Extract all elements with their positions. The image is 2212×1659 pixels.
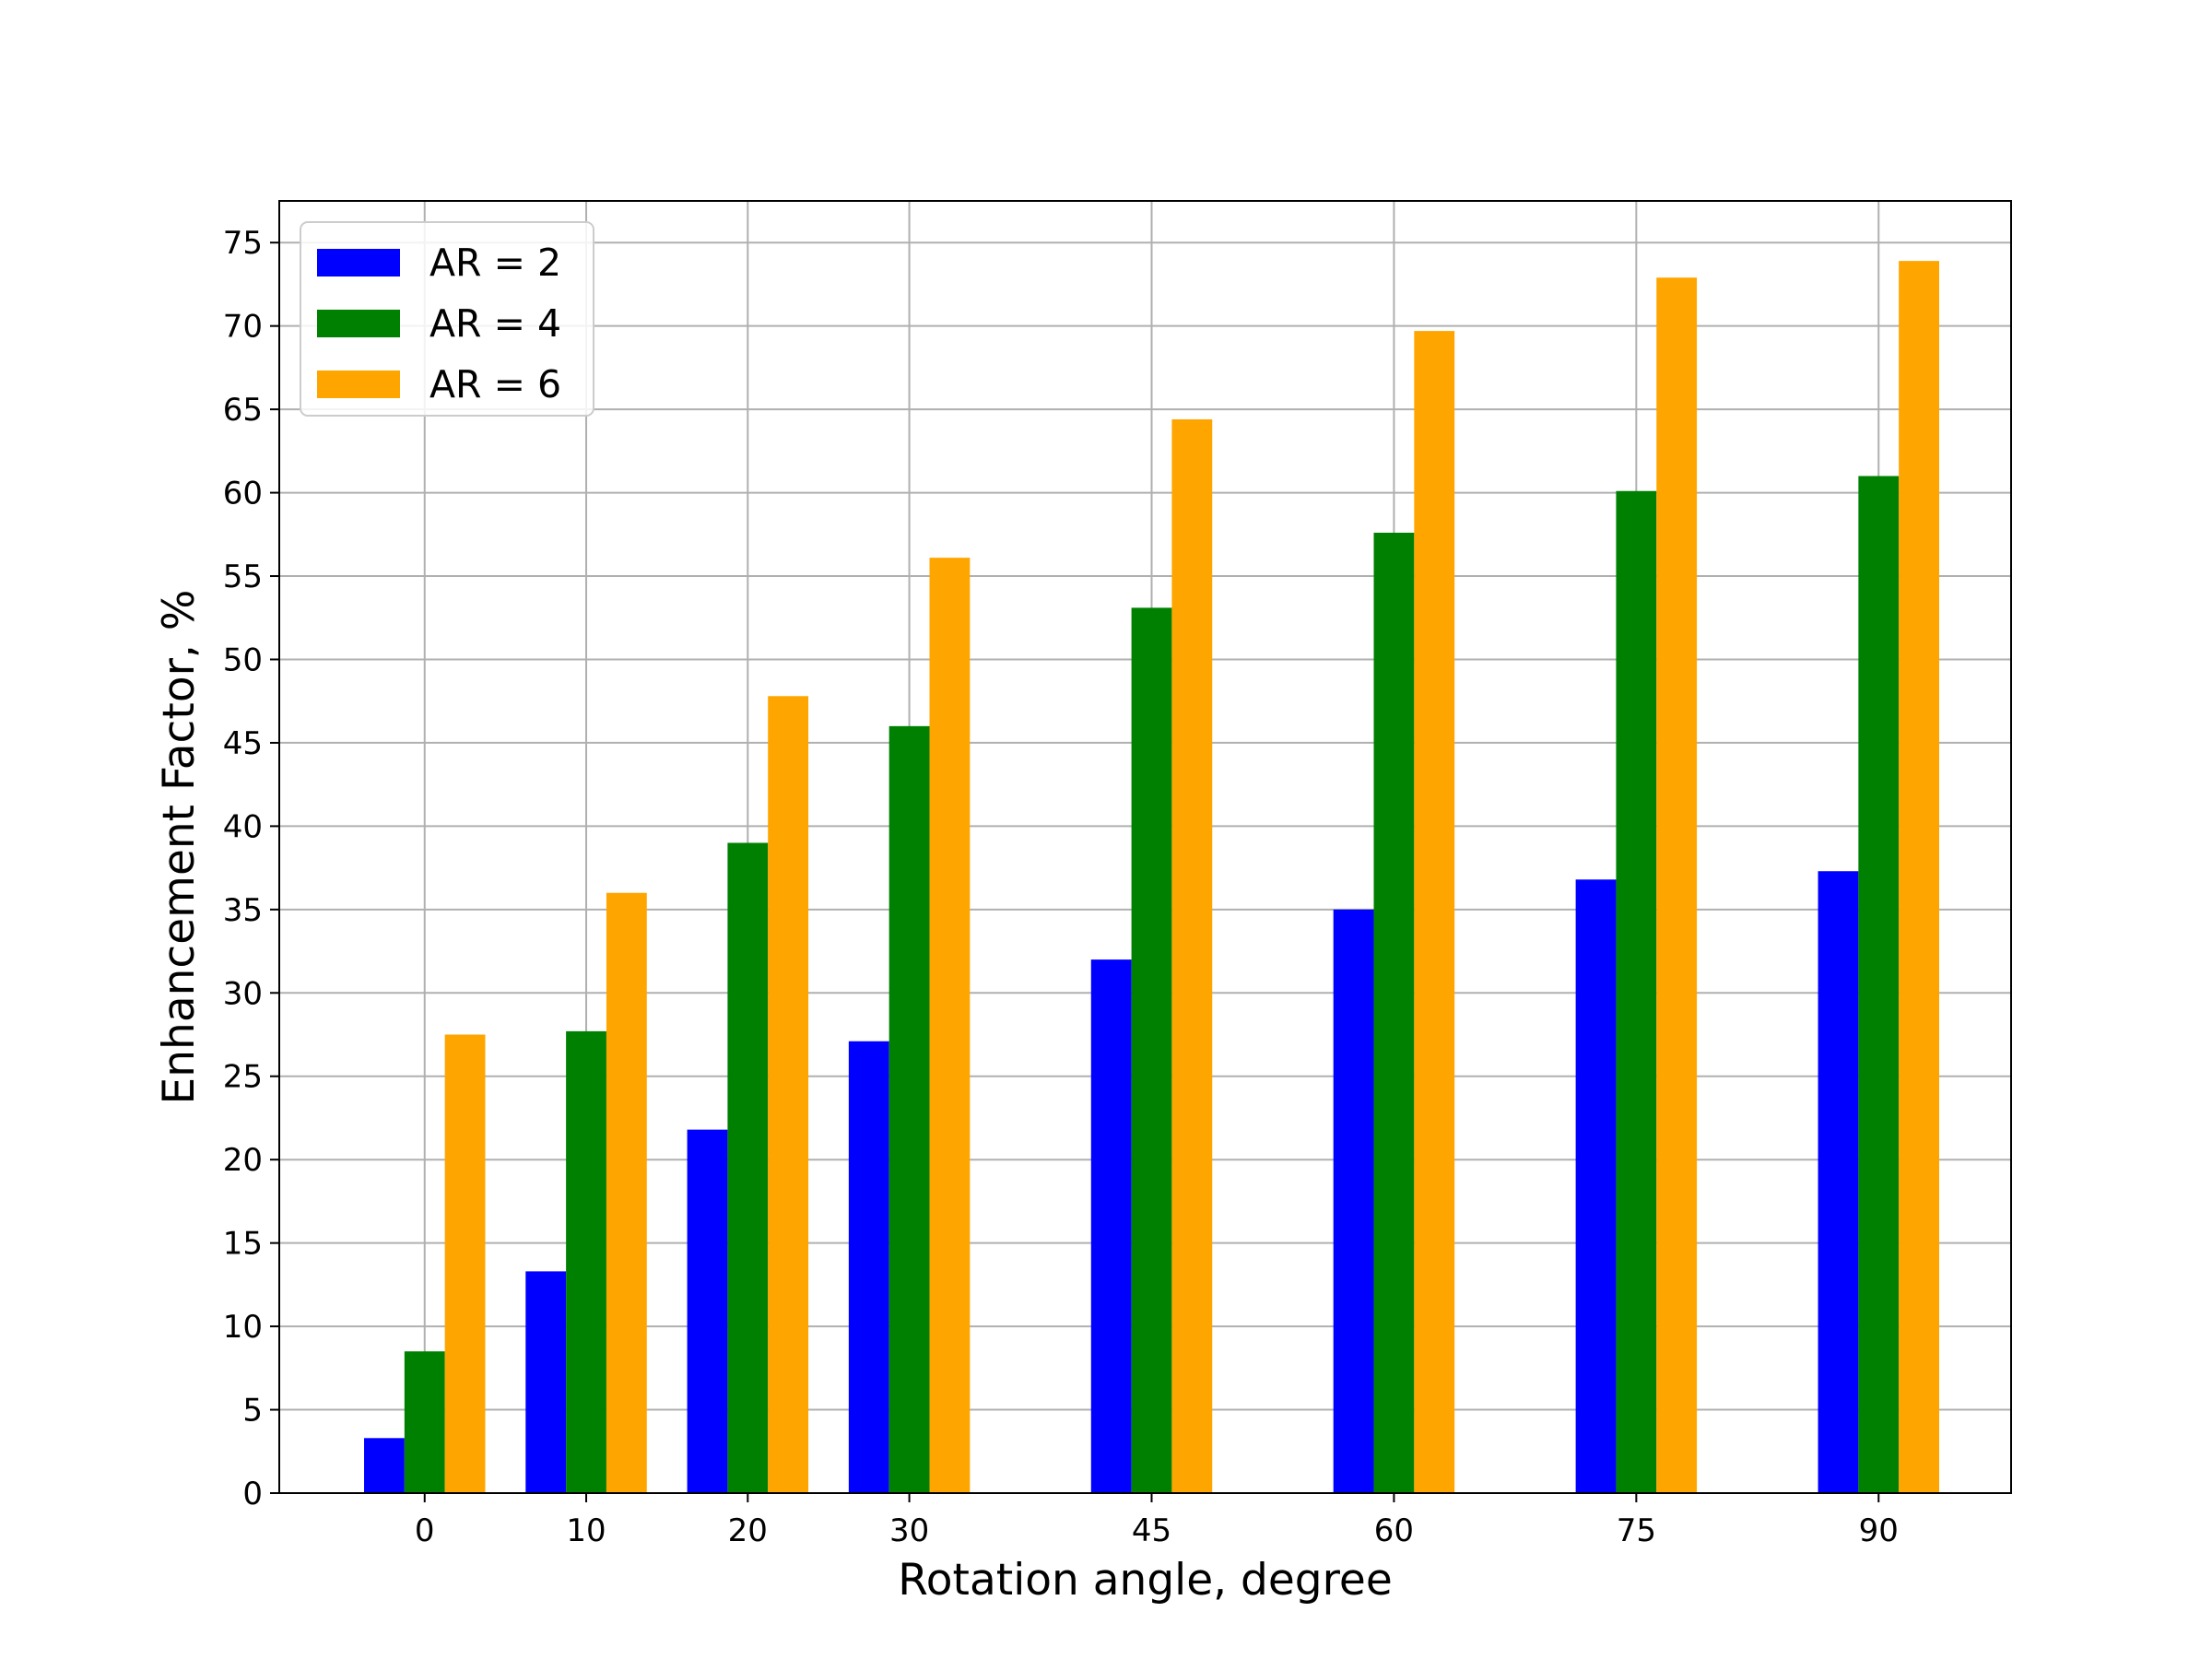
bar-ar-2-0: [364, 1438, 405, 1493]
x-axis-title: Rotation angle, degree: [898, 1555, 1392, 1606]
legend-swatch: [317, 249, 400, 276]
y-tick-label: 40: [223, 808, 263, 845]
y-tick-label: 15: [223, 1226, 263, 1263]
x-tick-label: 75: [1617, 1512, 1656, 1549]
bar-ar-6-10: [606, 892, 647, 1493]
bar-ar-4-10: [566, 1030, 606, 1493]
y-tick-label: 35: [223, 892, 263, 929]
bar-ar-6-90: [1899, 261, 1940, 1494]
y-tick-label: 75: [223, 225, 263, 262]
bar-ar-4-45: [1131, 607, 1172, 1493]
x-tick-label: 0: [415, 1512, 435, 1549]
y-tick-label: 5: [242, 1393, 263, 1430]
bar-ar-2-60: [1333, 909, 1374, 1493]
bar-ar-4-60: [1373, 532, 1415, 1493]
bar-ar-2-10: [525, 1271, 567, 1493]
bar-ar-2-30: [848, 1041, 889, 1493]
bar-ar-4-30: [888, 725, 930, 1493]
x-tick-label: 60: [1374, 1512, 1414, 1549]
x-tick-label: 45: [1132, 1512, 1171, 1549]
legend: AR = 2 AR = 4 AR = 6: [300, 221, 594, 417]
bar-ar-6-75: [1656, 277, 1698, 1494]
y-tick-label: 70: [223, 309, 263, 346]
y-axis-title: Enhancement Factor, %: [154, 590, 205, 1105]
y-tick-label: 45: [223, 725, 263, 762]
bar-ar-2-90: [1818, 871, 1859, 1493]
y-tick-label: 65: [223, 392, 263, 429]
y-tick-label: 0: [242, 1476, 263, 1512]
legend-label: AR = 2: [429, 241, 561, 285]
y-tick-label: 10: [223, 1309, 263, 1346]
y-tick-label: 60: [223, 476, 263, 512]
bars: [364, 261, 1940, 1494]
bar-ar-2-75: [1575, 879, 1617, 1493]
x-tick-label: 30: [889, 1512, 929, 1549]
y-tick-label: 50: [223, 641, 263, 678]
y-tick-label: 25: [223, 1059, 263, 1096]
legend-label: AR = 6: [429, 362, 561, 406]
legend-swatch: [317, 371, 400, 398]
x-tick-label: 10: [566, 1512, 606, 1549]
ticks: 0 5 10 15 20 25 30 35 40 45 50 55 60 65 70 75 0 10 20 30 45 6…: [223, 225, 1899, 1549]
bar-ar-6-0: [444, 1034, 486, 1493]
plot-area-frame: [278, 200, 2012, 1494]
legend-label: AR = 4: [429, 301, 561, 346]
bar-ar-4-75: [1616, 490, 1657, 1493]
x-tick-label: 90: [1859, 1512, 1899, 1549]
x-tick-label: 20: [728, 1512, 768, 1549]
y-tick-label: 30: [223, 975, 263, 1012]
bar-ar-6-30: [929, 558, 971, 1493]
bar-ar-2-45: [1090, 959, 1132, 1493]
bar-ar-6-60: [1414, 331, 1455, 1494]
bar-ar-4-90: [1858, 476, 1900, 1494]
y-tick-label: 20: [223, 1142, 263, 1179]
y-tick-label: 55: [223, 559, 263, 595]
bar-ar-6-45: [1171, 418, 1213, 1494]
legend-swatch: [317, 310, 400, 337]
bar-ar-4-0: [404, 1351, 445, 1493]
bar-ar-2-20: [687, 1129, 728, 1493]
bar-ar-4-20: [727, 842, 769, 1493]
bar-ar-6-20: [768, 696, 809, 1493]
